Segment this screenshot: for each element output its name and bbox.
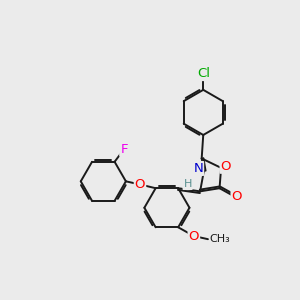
Text: F: F (120, 143, 128, 156)
Text: O: O (232, 190, 242, 202)
Text: H: H (183, 179, 192, 189)
Text: O: O (220, 160, 231, 173)
Text: CH₃: CH₃ (209, 234, 230, 244)
Text: N: N (194, 162, 203, 175)
Text: O: O (189, 230, 199, 242)
Text: Cl: Cl (197, 67, 210, 80)
Text: O: O (135, 178, 145, 191)
